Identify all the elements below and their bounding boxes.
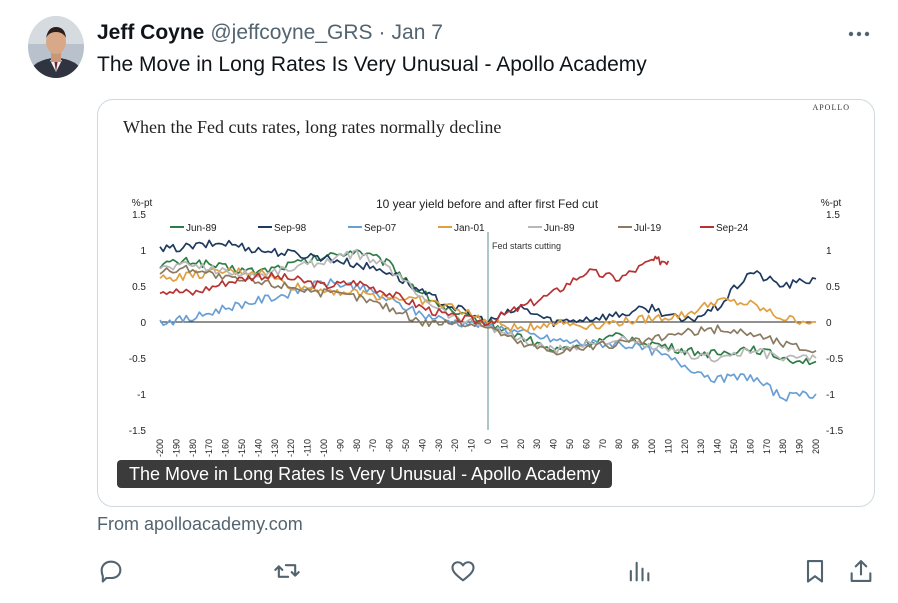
legend-label: Jun-89 (186, 223, 217, 234)
y-tick-left: 0 (140, 318, 146, 329)
fed-cut-annotation: Fed starts cutting (492, 241, 561, 251)
y-tick-right: 0.5 (826, 282, 840, 293)
x-tick: 60 (581, 439, 591, 449)
chart-legend: Jun-89 Sep-98 Sep-07 Jan-01 Jun-89 Jul-19 Sep-… (170, 223, 749, 234)
avatar[interactable] (28, 16, 84, 78)
post-text: The Move in Long Rates Is Very Unusual -… (97, 53, 647, 76)
x-tick: -90 (335, 439, 345, 452)
y-tick-left: 1.5 (132, 210, 146, 221)
x-tick: 150 (729, 439, 739, 454)
x-tick: -180 (188, 439, 198, 457)
y-tick-right: -0.5 (826, 354, 844, 365)
x-tick: 140 (713, 439, 723, 454)
x-tick: -160 (221, 439, 231, 457)
x-tick: -30 (434, 439, 444, 452)
y-tick-left: -1.5 (129, 426, 147, 437)
author-name[interactable]: Jeff Coyne (97, 21, 205, 44)
x-tick: -120 (286, 439, 296, 457)
card-source[interactable]: From apolloacademy.com (97, 514, 303, 534)
x-tick: 110 (663, 439, 673, 453)
post-date[interactable]: Jan 7 (391, 21, 443, 44)
x-tick: -200 (155, 439, 165, 457)
y-tick-left: 1 (140, 246, 146, 257)
x-tick: 160 (745, 439, 755, 454)
x-tick: -80 (352, 439, 362, 452)
x-tick: 40 (549, 439, 559, 449)
x-tick: -20 (450, 439, 460, 452)
chart-title: 10 year yield before and after first Fed… (376, 197, 599, 211)
x-tick: -40 (417, 439, 427, 452)
left-unit: %-pt (132, 198, 153, 209)
x-tick: -10 (467, 439, 477, 452)
avatar-image (28, 16, 84, 78)
x-tick: 90 (631, 439, 641, 449)
x-tick: -50 (401, 439, 411, 452)
y-tick-left: -1 (137, 390, 146, 401)
x-tick: 30 (532, 439, 542, 449)
x-tick: 180 (778, 439, 788, 454)
separator-dot: · (378, 21, 386, 44)
x-tick: 50 (565, 439, 575, 449)
x-tick: -170 (204, 439, 214, 457)
action-bar (0, 553, 898, 589)
x-tick: 200 (811, 439, 821, 454)
x-tick: -70 (368, 439, 378, 452)
share-icon[interactable] (847, 557, 875, 585)
author-handle[interactable]: @jeffcoyne_GRS (210, 21, 373, 44)
x-tick: -60 (385, 439, 395, 452)
legend-label: Sep-07 (364, 223, 397, 234)
x-tick: 120 (680, 439, 690, 454)
legend-label: Jul-19 (634, 223, 662, 234)
more-options-icon[interactable] (846, 22, 874, 46)
x-tick: 170 (762, 439, 772, 454)
chart-headline: When the Fed cuts rates, long rates norm… (123, 117, 501, 137)
y-tick-right: 1 (826, 246, 832, 257)
views-icon[interactable] (625, 557, 653, 585)
y-tick-left: -0.5 (129, 354, 147, 365)
like-icon[interactable] (449, 557, 477, 585)
repost-icon[interactable] (273, 557, 301, 585)
x-tick: 70 (598, 439, 608, 449)
x-tick: -110 (303, 439, 313, 456)
y-tick-right: -1.5 (826, 426, 844, 437)
legend-label: Jun-89 (544, 223, 575, 234)
x-tick: 20 (516, 439, 526, 449)
card-title: The Move in Long Rates Is Very Unusual -… (117, 460, 613, 488)
x-tick: 80 (614, 439, 624, 449)
x-tick: -140 (253, 439, 263, 457)
chart-brand: APOLLO (812, 103, 850, 112)
y-tick-right: 0 (826, 318, 832, 329)
y-tick-right: -1 (826, 390, 835, 401)
link-card[interactable]: APOLLO When the Fed cuts rates, long rat… (97, 99, 875, 507)
x-tick: 10 (499, 439, 509, 449)
x-tick: -130 (270, 439, 280, 457)
series-line (159, 264, 817, 356)
x-tick: -150 (237, 439, 247, 457)
series-line (159, 255, 670, 327)
bookmark-icon[interactable] (801, 557, 829, 585)
x-tick: -190 (171, 439, 181, 457)
x-tick: 0 (483, 439, 493, 444)
legend-label: Sep-24 (716, 223, 749, 234)
post-header: Jeff Coyne @jeffcoyne_GRS · Jan 7 (97, 20, 443, 46)
x-tick: 130 (696, 439, 706, 454)
legend-label: Sep-98 (274, 223, 307, 234)
x-tick: 100 (647, 439, 657, 454)
reply-icon[interactable] (97, 557, 125, 585)
legend-label: Jan-01 (454, 223, 485, 234)
chart-image: APOLLO When the Fed cuts rates, long rat… (123, 103, 850, 457)
x-tick: 190 (795, 439, 805, 454)
x-tick: -100 (319, 439, 329, 457)
y-tick-left: 0.5 (132, 282, 146, 293)
right-unit: %-pt (821, 198, 842, 209)
y-tick-right: 1.5 (826, 210, 840, 221)
